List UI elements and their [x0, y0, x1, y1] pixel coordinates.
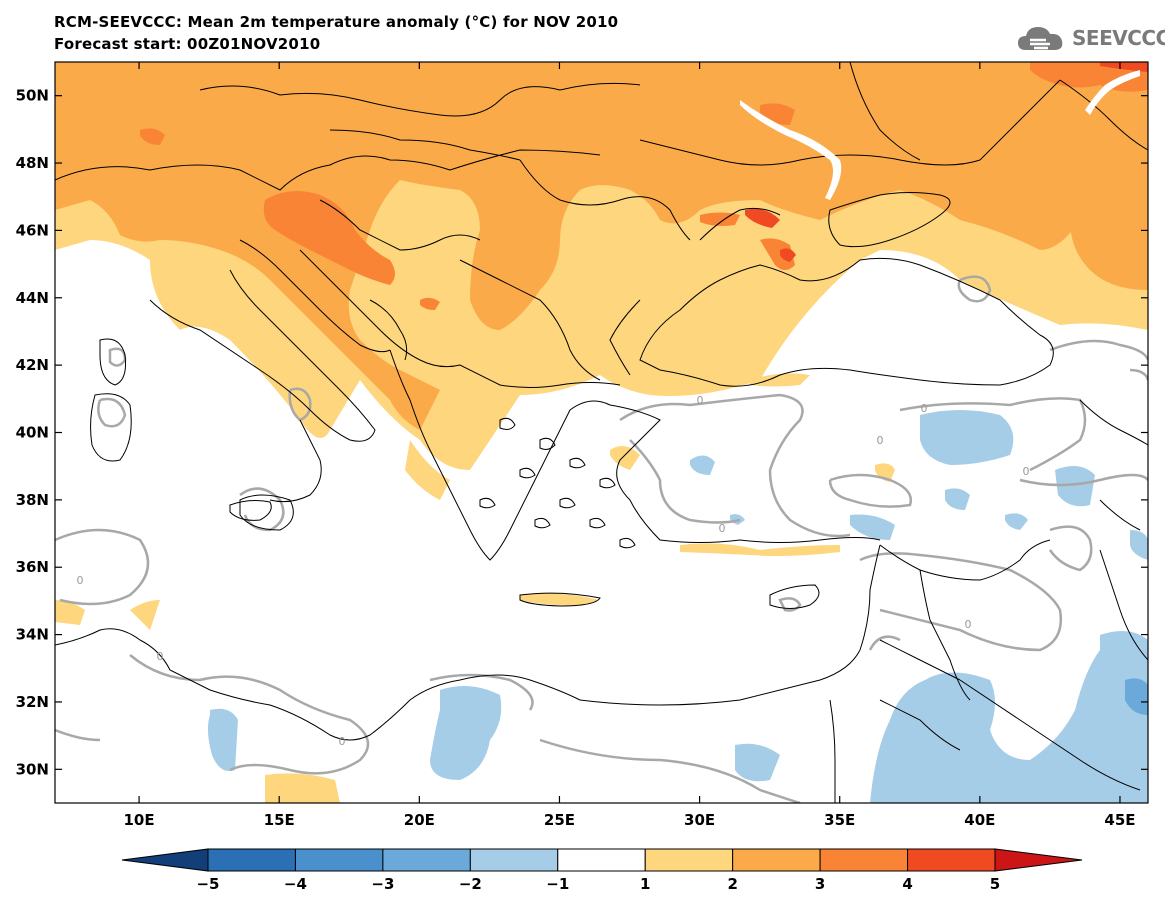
lat-tick-label: 50N	[16, 87, 49, 105]
cloud-logo-icon	[1018, 27, 1063, 50]
lat-tick-label: 40N	[16, 424, 49, 442]
rivers-white	[740, 70, 1140, 200]
lon-tick-label: 15E	[264, 811, 295, 829]
country-borders	[55, 62, 1148, 803]
colorbar-high-arrow	[994, 848, 1083, 872]
colorbar-label: −5	[196, 875, 219, 893]
colorbar-label: 4	[902, 875, 912, 893]
longitude-axis: 10E 15E 20E 25E 30E 35E 40E 45E	[124, 62, 1136, 829]
lon-tick-label: 35E	[824, 811, 855, 829]
map-title: RCM-SEEVCCC: Mean 2m temperature anomaly…	[54, 13, 619, 31]
contour-label: 0	[965, 618, 972, 631]
colorbar-segment	[294, 848, 384, 872]
colorbar-low-arrow	[121, 848, 209, 872]
forecast-start-subtitle: Forecast start: 00Z01NOV2010	[54, 35, 321, 53]
lat-tick-label: 44N	[16, 289, 49, 307]
colorbar-segment	[644, 848, 734, 872]
lat-tick-label: 30N	[16, 760, 49, 778]
contour-label: 0	[921, 402, 928, 415]
lat-tick-label: 42N	[16, 356, 49, 374]
anomaly-fill-level-4	[745, 62, 1148, 262]
colorbar-segment	[732, 848, 821, 872]
colorbar-label: 1	[640, 875, 650, 893]
colorbar: −5 −4 −3 −2 −1 1 2 3 4 5	[121, 848, 1083, 893]
colorbar-label: −4	[284, 875, 307, 893]
colorbar-label: 3	[815, 875, 825, 893]
contour-label: 0	[1023, 465, 1030, 478]
colorbar-label: 2	[727, 875, 737, 893]
map-panel	[55, 62, 1148, 803]
anomaly-fill-negative-2	[1125, 678, 1148, 715]
colorbar-label: −3	[371, 875, 394, 893]
contour-label: 0	[157, 650, 164, 663]
colorbar-label: 5	[990, 875, 1000, 893]
anomaly-fill-negative-1	[207, 410, 1148, 803]
colorbar-segment	[382, 848, 471, 872]
contour-label: 0	[719, 522, 726, 535]
colorbar-segment	[557, 848, 646, 872]
colorbar-label: −1	[546, 875, 569, 893]
lon-tick-label: 10E	[124, 811, 155, 829]
seevccc-logo: SEEVCCC	[1016, 22, 1165, 54]
anomaly-fill-level-3	[140, 62, 1148, 310]
latitude-axis: 50N 48N 46N 44N 42N 40N 38N 36N 34N 32N 30N	[16, 87, 1148, 778]
anomaly-fill-level-2	[55, 62, 1148, 430]
lat-tick-label: 46N	[16, 221, 49, 239]
contour-labels: 0 0 0 0 0 0 0 0 0	[77, 394, 1030, 748]
colorbar-segment	[907, 848, 996, 872]
colorbar-label: −2	[459, 875, 482, 893]
lat-tick-label: 34N	[16, 626, 49, 644]
contour-label: 0	[339, 735, 346, 748]
contour-label: 0	[697, 394, 704, 407]
lat-tick-label: 48N	[16, 154, 49, 172]
lon-tick-label: 20E	[404, 811, 435, 829]
lon-tick-label: 40E	[964, 811, 995, 829]
colorbar-segment	[207, 848, 296, 872]
lat-tick-label: 32N	[16, 693, 49, 711]
contour-label: 0	[77, 574, 84, 587]
lat-tick-label: 38N	[16, 491, 49, 509]
contour-label: 0	[877, 434, 884, 447]
lat-tick-label: 36N	[16, 558, 49, 576]
logo-text: SEEVCCC	[1072, 26, 1165, 50]
colorbar-segment	[819, 848, 909, 872]
lon-tick-label: 30E	[684, 811, 715, 829]
colorbar-segment	[469, 848, 559, 872]
lon-tick-label: 25E	[544, 811, 575, 829]
zero-contours	[55, 275, 1148, 803]
lon-tick-label: 45E	[1104, 811, 1135, 829]
